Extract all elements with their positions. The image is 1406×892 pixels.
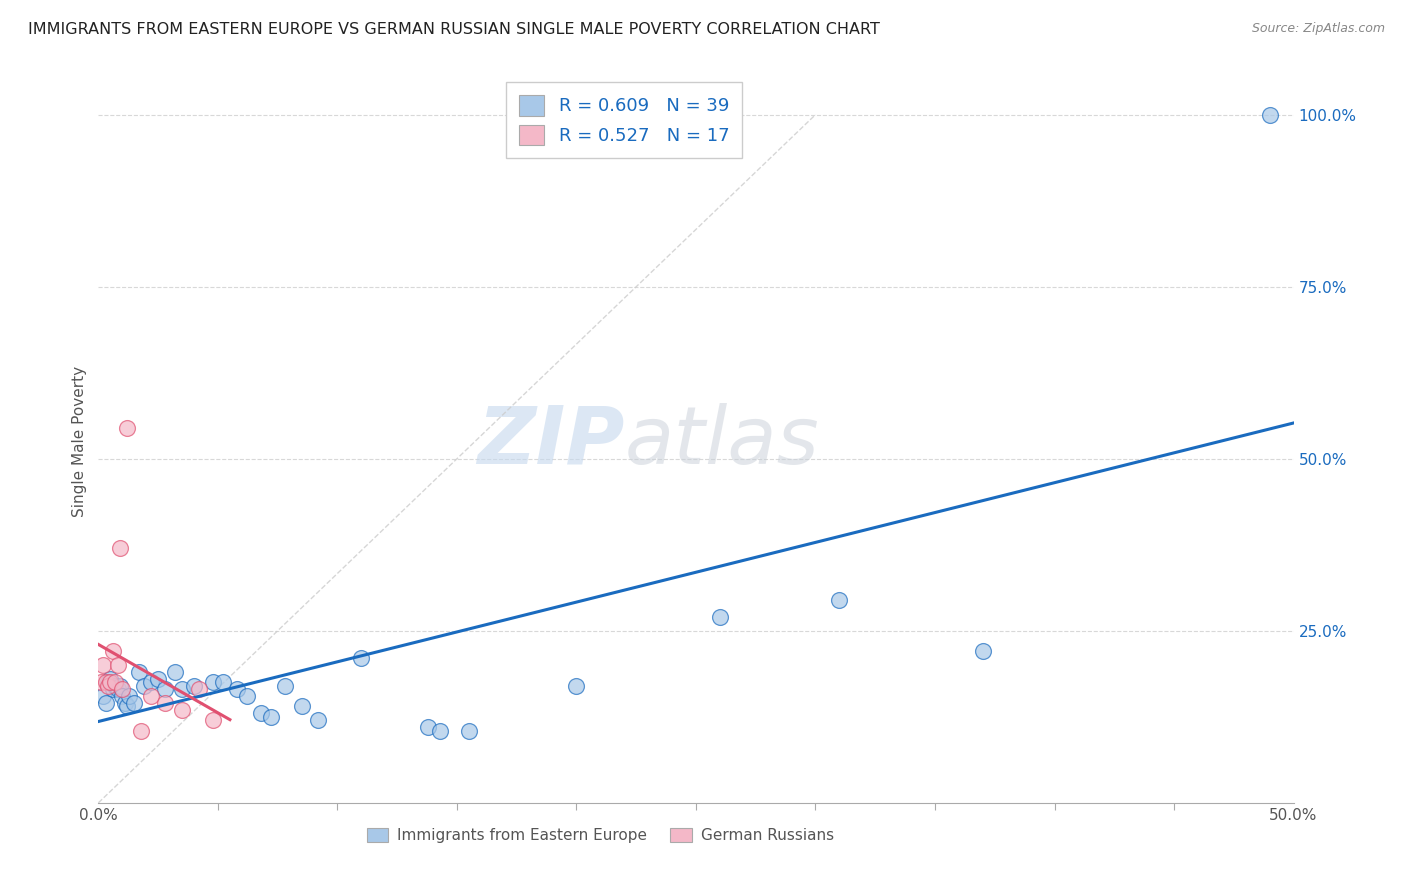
Point	[155, 682, 177, 697]
Y-axis label: Single Male Poverty: Single Male Poverty	[72, 366, 87, 517]
Point	[139, 675, 162, 690]
Point	[104, 679, 127, 693]
Point	[94, 675, 117, 690]
Point	[107, 658, 129, 673]
Point	[307, 713, 329, 727]
Point	[211, 675, 233, 690]
Point	[418, 720, 440, 734]
Text: IMMIGRANTS FROM EASTERN EUROPE VS GERMAN RUSSIAN SINGLE MALE POVERTY CORRELATION: IMMIGRANTS FROM EASTERN EUROPE VS GERMAN…	[28, 22, 880, 37]
Point	[148, 672, 170, 686]
Point	[172, 703, 194, 717]
Point	[97, 675, 120, 690]
Point	[163, 665, 186, 679]
Point	[155, 696, 177, 710]
Point	[291, 699, 314, 714]
Legend: Immigrants from Eastern Europe, German Russians: Immigrants from Eastern Europe, German R…	[361, 822, 839, 849]
Point	[94, 696, 117, 710]
Point	[250, 706, 273, 721]
Point	[108, 679, 131, 693]
Point	[115, 699, 138, 714]
Point	[187, 682, 209, 697]
Point	[235, 689, 257, 703]
Point	[458, 723, 481, 738]
Point	[202, 675, 225, 690]
Point	[429, 723, 451, 738]
Point	[202, 713, 225, 727]
Point	[259, 710, 281, 724]
Text: ZIP: ZIP	[477, 402, 624, 481]
Point	[972, 644, 994, 658]
Point	[350, 651, 373, 665]
Point	[114, 696, 136, 710]
Point	[118, 689, 141, 703]
Point	[172, 682, 194, 697]
Point	[183, 679, 205, 693]
Point	[139, 689, 162, 703]
Point	[128, 665, 150, 679]
Point	[111, 682, 134, 697]
Point	[101, 644, 124, 658]
Point	[111, 689, 134, 703]
Point	[115, 421, 138, 435]
Point	[98, 675, 122, 690]
Point	[124, 696, 146, 710]
Point	[98, 672, 122, 686]
Point	[91, 689, 114, 703]
Point	[132, 679, 155, 693]
Point	[131, 723, 153, 738]
Point	[90, 675, 112, 690]
Point	[1258, 108, 1281, 122]
Text: Source: ZipAtlas.com: Source: ZipAtlas.com	[1251, 22, 1385, 36]
Text: atlas: atlas	[624, 402, 820, 481]
Point	[274, 679, 297, 693]
Point	[828, 592, 851, 607]
Point	[104, 675, 127, 690]
Point	[107, 682, 129, 697]
Point	[226, 682, 249, 697]
Point	[108, 541, 131, 556]
Point	[709, 610, 731, 624]
Point	[565, 679, 588, 693]
Point	[97, 679, 120, 693]
Point	[101, 682, 124, 697]
Point	[91, 658, 114, 673]
